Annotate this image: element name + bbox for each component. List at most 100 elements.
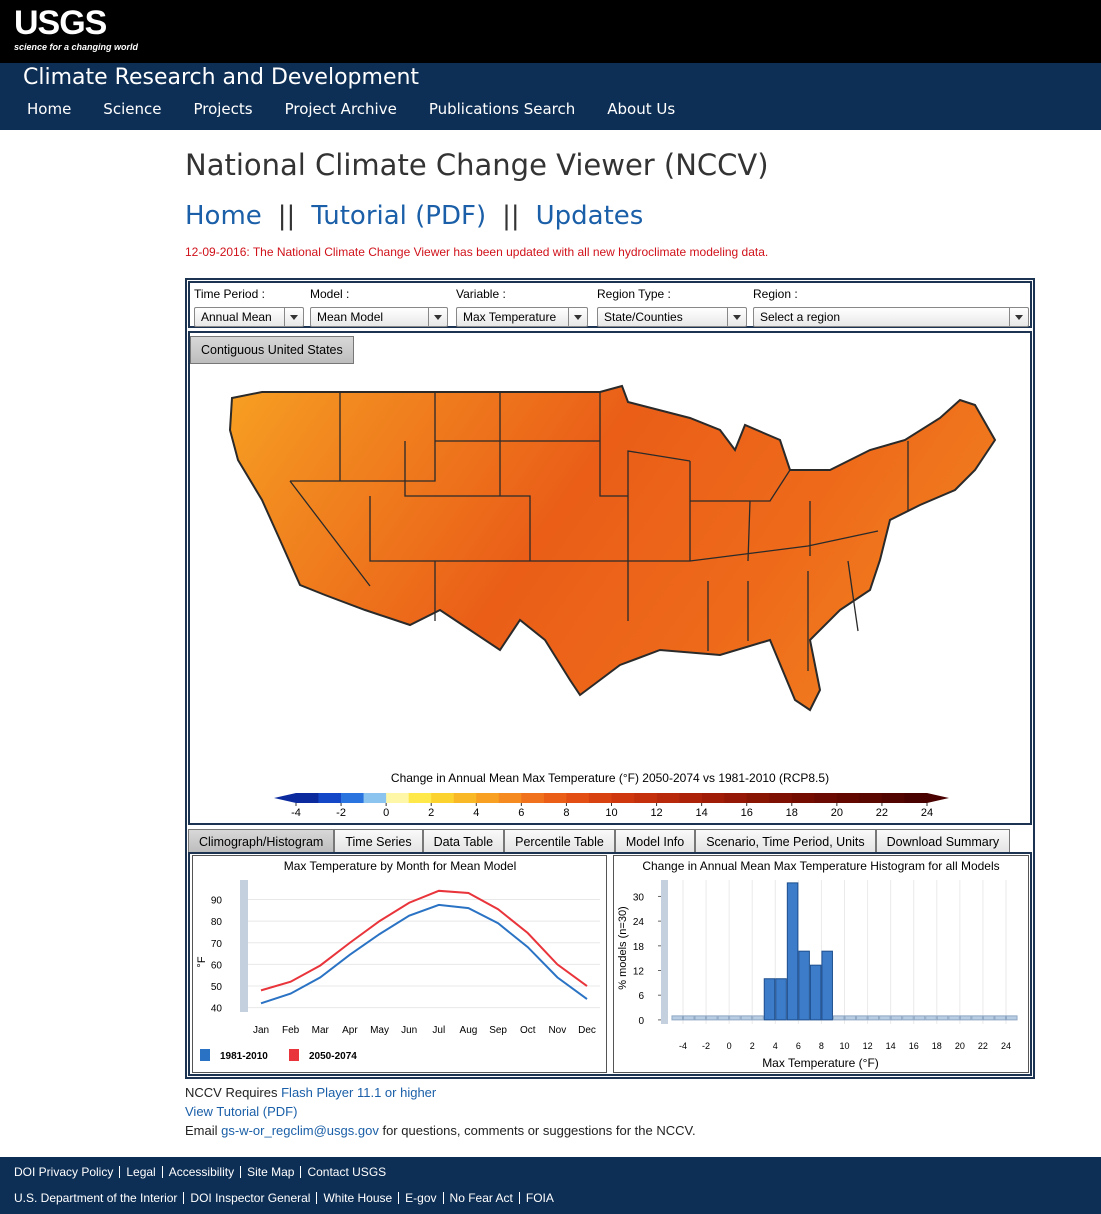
control: Time Period : Annual Mean xyxy=(194,287,304,327)
dropdown-arrow xyxy=(574,315,582,324)
colorbar-segment xyxy=(724,793,748,803)
tab[interactable]: Time Series xyxy=(334,829,423,853)
tab[interactable]: Climograph/Histogram xyxy=(188,829,335,853)
colorbar-segment xyxy=(656,793,680,803)
colorbar-tick-label: 2 xyxy=(428,807,434,819)
control-label: Region Type : xyxy=(597,287,671,301)
footer-link[interactable]: Accessibility xyxy=(161,1166,240,1178)
footer-link[interactable]: Legal xyxy=(119,1166,161,1178)
state-lines xyxy=(289,392,909,671)
tab[interactable]: Data Table xyxy=(422,829,505,853)
site-band xyxy=(0,63,1101,130)
link[interactable]: View Tutorial (PDF) xyxy=(185,1104,298,1119)
link[interactable]: Flash Player 11.1 or higher xyxy=(281,1085,437,1100)
tab[interactable]: Download Summary xyxy=(875,829,1011,853)
footer-links: DOI Privacy Policy Legal Accessibility Site… xyxy=(14,1166,392,1178)
map-tab[interactable]: Contiguous United States xyxy=(190,336,354,364)
viewer-panel xyxy=(185,278,1035,1079)
colorbar-segment xyxy=(543,793,567,803)
dropdown-value: Mean Model xyxy=(317,310,384,324)
controls: Time Period : Annual Mean Model : Mean Mode… xyxy=(188,281,1032,328)
colorbar-segment xyxy=(679,793,702,803)
colorbar-segment xyxy=(318,793,342,803)
colorbar-tick-label: 6 xyxy=(518,807,524,819)
nav-link[interactable]: Project Archive xyxy=(284,100,397,118)
us-outline xyxy=(228,384,997,712)
link[interactable]: Tutorial (PDF) xyxy=(311,201,487,231)
link[interactable]: gs-w-or_regclim@usgs.gov xyxy=(221,1123,379,1138)
footer-link[interactable]: U.S. Department of the Interior xyxy=(14,1191,178,1205)
text: for questions, comments or suggestions f… xyxy=(382,1123,696,1138)
text: NCCV Requires xyxy=(185,1085,278,1100)
colorbar-segment xyxy=(408,793,432,803)
colorbar-segment xyxy=(566,793,590,803)
footer-link[interactable]: No Fear Act xyxy=(442,1192,519,1204)
colorbar-segment xyxy=(814,793,838,803)
colorbar: Change in Annual Mean Max Temperature (°… xyxy=(274,771,949,819)
footer-link[interactable]: DOI Inspector General xyxy=(183,1192,316,1204)
text: Email xyxy=(185,1123,218,1138)
notice: 12-09-2016: The National Climate Change … xyxy=(185,245,769,259)
colorbar-tick-label: 0 xyxy=(383,807,389,819)
colorbar-segment xyxy=(498,793,522,803)
tab[interactable]: Model Info xyxy=(614,829,696,853)
dropdown-value: Select a region xyxy=(760,310,841,324)
separator: || xyxy=(277,201,296,231)
colorbar-tick-label: 12 xyxy=(650,807,662,819)
footer-link[interactable]: DOI Privacy Policy xyxy=(14,1165,114,1179)
colorbar-segment xyxy=(769,793,793,803)
colorbar-segment xyxy=(431,793,455,803)
dropdown[interactable]: Select a region xyxy=(753,307,1029,327)
colorbar-segment xyxy=(453,793,477,803)
colorbar-segment xyxy=(791,793,815,803)
colorbar-segment xyxy=(701,793,725,803)
colorbar-tick-label: 14 xyxy=(696,807,708,819)
dropdown-value: Annual Mean xyxy=(201,310,272,324)
control-label: Variable : xyxy=(456,287,506,301)
colorbar-tick-label: -2 xyxy=(336,807,346,819)
dropdown[interactable]: State/Counties xyxy=(597,307,747,327)
dropdown[interactable]: Mean Model xyxy=(310,307,448,327)
dropdown[interactable]: Annual Mean xyxy=(194,307,304,327)
footer-link[interactable]: FOIA xyxy=(518,1192,560,1204)
dropdown-arrow xyxy=(434,315,442,324)
colorbar-segment xyxy=(611,793,635,803)
site-title[interactable]: Climate Research and Development xyxy=(23,65,420,90)
link[interactable]: Home xyxy=(185,201,262,231)
separator: || xyxy=(502,201,520,231)
tab[interactable]: Percentile Table xyxy=(504,829,615,853)
tagline: science for a changing world xyxy=(14,42,139,52)
colorbar-tick-label: 8 xyxy=(563,807,569,819)
colorbar-tick-label: 10 xyxy=(605,807,617,819)
colorbar-segment xyxy=(634,793,657,803)
climograph-frame xyxy=(192,855,607,1073)
link[interactable]: Updates xyxy=(535,201,644,231)
footer-links: U.S. Department of the Interior DOI Inspe… xyxy=(14,1192,560,1204)
footer-link[interactable]: Contact USGS xyxy=(300,1166,392,1178)
footer-link[interactable]: Site Map xyxy=(240,1166,300,1178)
dropdown-value: State/Counties xyxy=(604,310,683,324)
nav-link[interactable]: Projects xyxy=(193,100,253,118)
footer-link[interactable]: White House xyxy=(316,1192,398,1204)
logo[interactable]: USGS xyxy=(14,4,107,42)
colorbar-segment xyxy=(476,793,500,803)
control: Region Type : State/Counties xyxy=(597,287,747,327)
info: NCCV Requires Flash Player 11.1 or highe… xyxy=(185,1083,696,1140)
colorbar-title: Change in Annual Mean Max Temperature (°… xyxy=(391,771,829,785)
control: Variable : Max Temperature xyxy=(456,287,588,327)
nav-link[interactable]: Publications Search xyxy=(428,100,576,118)
colorbar-segment xyxy=(904,793,928,803)
nav-link[interactable]: Science xyxy=(103,100,162,118)
footer xyxy=(0,1157,1101,1214)
nav-link[interactable]: About Us xyxy=(607,100,676,118)
control-label: Region : xyxy=(753,287,798,301)
colorbar-segment xyxy=(746,793,770,803)
colorbar-segment xyxy=(386,793,409,803)
dropdown[interactable]: Max Temperature xyxy=(456,307,588,327)
nav-link[interactable]: Home xyxy=(27,100,72,118)
footer-link[interactable]: E-gov xyxy=(398,1192,442,1204)
colorbar-segment xyxy=(881,793,905,803)
tab[interactable]: Scenario, Time Period, Units xyxy=(695,829,876,853)
colorbar-segment xyxy=(588,793,612,803)
control: Model : Mean Model xyxy=(310,287,448,327)
